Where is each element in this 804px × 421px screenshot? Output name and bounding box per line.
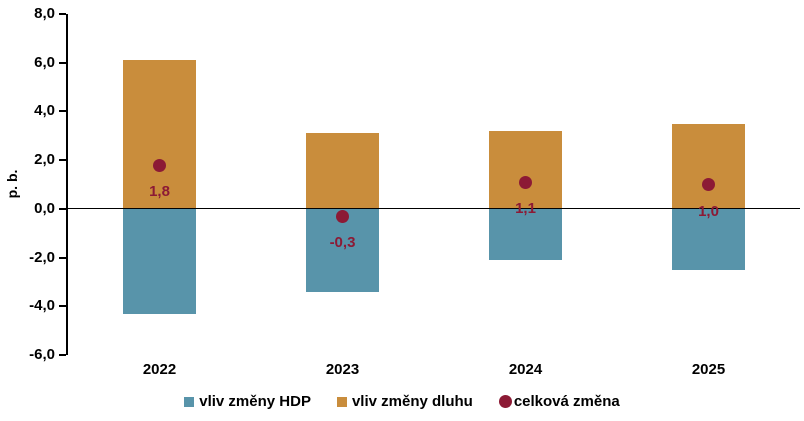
- bar-positive: [306, 133, 379, 209]
- zero-baseline: [68, 208, 800, 210]
- y-axis-tick: [59, 207, 66, 210]
- y-axis-tick: [59, 159, 66, 162]
- y-axis-tick-label: 6,0: [34, 53, 55, 71]
- legend-item: vliv změny dluhu: [336, 393, 473, 410]
- x-axis-label: 2022: [142, 361, 177, 378]
- x-axis-label: 2024: [508, 361, 543, 378]
- data-label: -0,3: [329, 234, 356, 252]
- y-axis-tick-label: 0,0: [34, 199, 55, 217]
- y-axis-tick: [59, 305, 66, 308]
- legend-item: celková změna: [498, 393, 620, 410]
- chart-legend: vliv změny HDP vliv změny dluhu celková zm…: [0, 393, 804, 410]
- data-label: 1,0: [698, 202, 719, 220]
- x-axis-label: 2023: [325, 361, 360, 378]
- bar-negative: [489, 208, 562, 260]
- y-axis-tick: [59, 256, 66, 259]
- y-axis-tick: [59, 110, 66, 113]
- bar-positive: [672, 123, 745, 209]
- data-label: 1,1: [515, 200, 536, 218]
- bar-positive: [489, 130, 562, 209]
- legend-square-icon: [336, 396, 347, 407]
- y-axis-title: p. b.: [4, 169, 20, 198]
- y-axis-tick-label: 4,0: [34, 102, 55, 120]
- bar-negative: [123, 208, 196, 314]
- legend-label: vliv změny HDP: [199, 393, 311, 410]
- data-label: 1,8: [149, 183, 170, 200]
- y-axis-tick-label: 2,0: [34, 151, 55, 169]
- x-axis-label: 2025: [691, 361, 726, 378]
- y-axis-tick: [59, 354, 66, 356]
- y-axis-tick: [59, 61, 66, 64]
- legend-square-icon: [184, 396, 195, 407]
- y-axis-tick-label: -2,0: [29, 248, 55, 266]
- legend-label: celková změna: [513, 393, 620, 410]
- total-change-dot: [153, 158, 166, 172]
- bar-negative: [672, 208, 745, 270]
- y-axis-tick-label: -4,0: [29, 297, 55, 315]
- total-change-dot: [336, 209, 349, 223]
- y-axis-tick-label: 8,0: [34, 5, 55, 22]
- y-axis-tick-label: -6,0: [29, 346, 55, 363]
- total-change-dot: [702, 178, 715, 191]
- total-change-dot: [519, 175, 532, 189]
- legend-label: vliv změny dluhu: [351, 393, 473, 410]
- y-axis-tick: [59, 13, 66, 15]
- legend-item: vliv změny HDP: [184, 393, 311, 410]
- y-axis-line: [66, 14, 68, 355]
- bar-positive: [123, 60, 196, 209]
- legend-circle-icon: [498, 395, 512, 408]
